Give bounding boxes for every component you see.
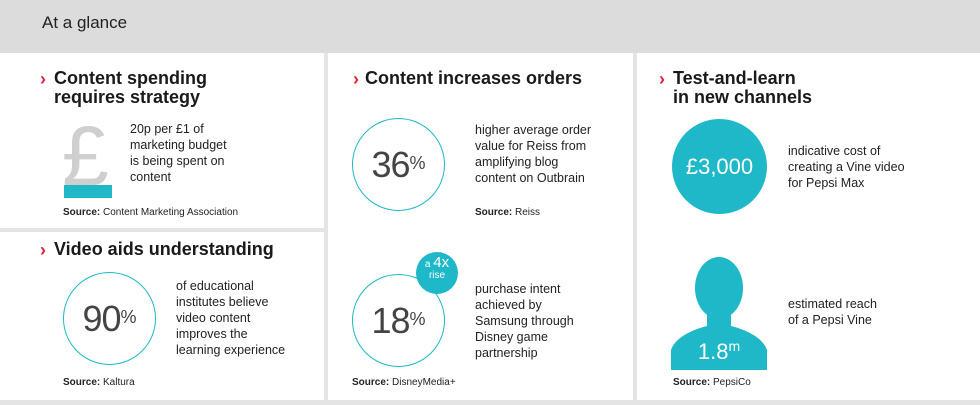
badge-suffix: rise xyxy=(428,270,446,281)
stat-circle-cost: £3,000 xyxy=(672,119,767,214)
pound-icon: £ xyxy=(62,114,112,198)
chevron-right-icon: › xyxy=(40,69,46,89)
text-line: indicative cost of xyxy=(788,144,881,158)
panel-content-orders: › Content increases orders 36 % higher a… xyxy=(328,53,633,400)
text-line: marketing budget xyxy=(130,138,227,152)
panel-title-line: Content spending xyxy=(54,68,207,88)
source-label: Source: xyxy=(475,207,513,218)
source-name: PepsiCo xyxy=(713,377,751,388)
text-line: institutes believe xyxy=(176,295,269,309)
stat-value: £3,000 xyxy=(685,153,754,179)
stat-unit: % xyxy=(409,309,426,329)
stat-value: 90 xyxy=(82,297,121,339)
source-label: Source: xyxy=(63,207,101,218)
orders-description-1: higher average order value for Reiss fro… xyxy=(475,122,591,186)
stat-ring-18: 18 % xyxy=(352,274,445,367)
stat-value: 18 xyxy=(371,299,410,341)
chevron-right-icon: › xyxy=(40,240,46,260)
source-name: DisneyMedia+ xyxy=(392,377,456,388)
source-line: Source: Reiss xyxy=(475,207,540,218)
text-line: of a Pepsi Vine xyxy=(788,313,872,327)
text-line: achieved by xyxy=(475,298,542,312)
stat-value: 1.8 xyxy=(697,339,729,364)
text-line: of educational xyxy=(176,279,254,293)
panel-title-line: Test-and-learn xyxy=(673,68,796,88)
text-line: improves the xyxy=(176,327,248,341)
text-line: learning experience xyxy=(176,343,286,357)
text-line: 20p per £1 of xyxy=(130,122,204,136)
text-line: creating a Vine video xyxy=(788,160,905,174)
source-name: Content Marketing Association xyxy=(103,207,239,218)
text-line: value for Reiss from xyxy=(475,139,587,153)
video-description: of educational institutes believe video … xyxy=(176,278,285,358)
text-line: estimated reach xyxy=(788,297,877,311)
source-label: Source: xyxy=(63,377,101,388)
orders-description-2: purchase intent achieved by Samsung thro… xyxy=(475,281,574,361)
stat-unit: % xyxy=(120,307,137,327)
text-line: purchase intent xyxy=(475,282,561,296)
person-icon: 1.8m xyxy=(671,254,767,370)
source-label: Source: xyxy=(673,377,711,388)
stat-unit: % xyxy=(409,153,426,173)
stat-value: 36 xyxy=(371,143,410,185)
chevron-right-icon: › xyxy=(659,69,665,89)
source-line: Source: Kaltura xyxy=(63,377,135,388)
badge-prefix: a xyxy=(424,259,431,270)
panel-video: › Video aids understanding 90 % of educa… xyxy=(0,232,324,400)
text-line: is being spent on xyxy=(130,154,225,168)
text-line: Samsung through xyxy=(475,314,574,328)
pound-symbol: £ xyxy=(62,109,109,203)
text-line: video content xyxy=(176,311,251,325)
source-line: Source: PepsiCo xyxy=(673,377,751,388)
rise-badge: a 4x rise xyxy=(416,252,458,294)
panel-new-channels: › Test-and-learn in new channels £3,000 … xyxy=(637,53,980,400)
text-line: higher average order xyxy=(475,123,592,137)
source-name: Kaltura xyxy=(103,377,135,388)
source-label: Source: xyxy=(352,377,390,388)
panel-title: Content increases orders xyxy=(365,68,583,88)
channels-description-1: indicative cost of creating a Vine video… xyxy=(788,143,905,191)
header-bar: At a glance xyxy=(0,0,980,53)
panel-title: Video aids understanding xyxy=(54,239,274,259)
text-line: amplifying blog xyxy=(475,155,559,169)
text-line: Disney game xyxy=(475,330,548,344)
badge-value: 4x xyxy=(433,254,450,271)
stat-unit: m xyxy=(728,338,741,354)
pound-fill-bar xyxy=(64,185,112,198)
panel-title: Test-and-learn in new channels xyxy=(673,69,812,107)
channels-description-2: estimated reach of a Pepsi Vine xyxy=(788,296,877,328)
text-line: for Pepsi Max xyxy=(788,176,865,190)
source-name: Reiss xyxy=(515,207,541,218)
spending-description: 20p per £1 of marketing budget is being … xyxy=(130,121,227,185)
page-title: At a glance xyxy=(42,13,128,32)
panel-title: Content spending requires strategy xyxy=(54,69,207,107)
panel-title-line: in new channels xyxy=(673,87,813,107)
stat-ring-90: 90 % xyxy=(63,272,156,365)
panel-title-line: requires strategy xyxy=(54,87,201,107)
chevron-right-icon: › xyxy=(353,69,359,89)
text-line: content on Outbrain xyxy=(475,171,585,185)
text-line: partnership xyxy=(475,346,538,360)
panel-content-spending: › Content spending requires strategy £ 2… xyxy=(0,53,324,228)
text-line: content xyxy=(130,170,172,184)
source-line: Source: Content Marketing Association xyxy=(63,207,238,218)
stat-ring-36: 36 % xyxy=(352,118,445,211)
source-line: Source: DisneyMedia+ xyxy=(352,377,456,388)
person-silhouette xyxy=(671,257,767,370)
person-stat: 1.8m xyxy=(671,338,767,365)
